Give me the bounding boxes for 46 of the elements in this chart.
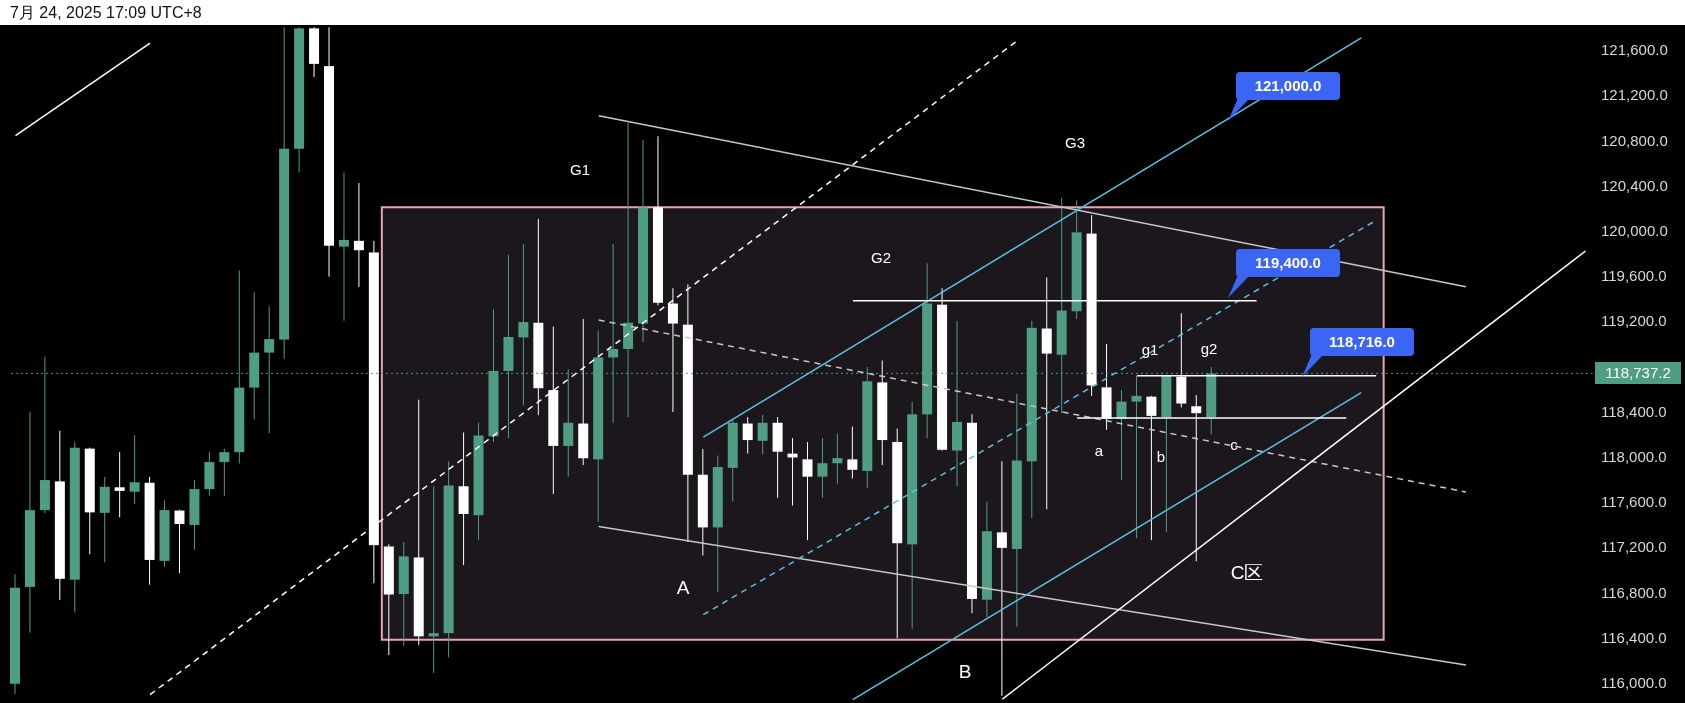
- candlestick: [802, 441, 813, 541]
- y-tick-label: 120,000.0: [1601, 221, 1668, 239]
- y-tick-label: 116,000.0: [1601, 673, 1667, 691]
- candlestick: [338, 172, 349, 322]
- y-tick-label: 121,200.0: [1601, 86, 1668, 104]
- candlestick: [114, 451, 125, 518]
- y-tick-label: 116,800.0: [1601, 583, 1667, 601]
- annotation: A: [676, 577, 690, 599]
- y-tick-label: 121,600.0: [1601, 41, 1668, 59]
- candlestick: [219, 448, 230, 497]
- candlestick: [428, 485, 439, 674]
- annotation: g2: [1200, 339, 1218, 357]
- candlestick: [996, 460, 1007, 697]
- annotation: a: [1094, 441, 1104, 459]
- annotation: B: [958, 661, 972, 683]
- annotation: g1: [1141, 340, 1159, 358]
- annotation: b: [1156, 447, 1166, 465]
- y-tick-label: 120,800.0: [1601, 131, 1668, 149]
- annotation: 121,000.0: [1236, 72, 1340, 100]
- annotation: G1: [569, 160, 591, 178]
- y-tick-label: 118,400.0: [1601, 402, 1667, 420]
- candlestick: [832, 433, 843, 485]
- y-tick-label: 117,600.0: [1601, 493, 1667, 511]
- candlestick: [1131, 375, 1142, 539]
- candlestick: [742, 416, 753, 455]
- y-tick-label: 116,400.0: [1601, 628, 1667, 646]
- candlestick: [129, 434, 140, 505]
- candlestick: [757, 414, 768, 455]
- candlestick: [174, 509, 185, 574]
- annotation: C区: [1230, 561, 1264, 585]
- candlestick: [847, 426, 858, 480]
- y-tick-label: 119,200.0: [1601, 312, 1667, 330]
- candlestick: [667, 287, 678, 413]
- y-tick-label: 117,200.0: [1601, 538, 1667, 556]
- annotation: 119,400.0: [1236, 249, 1340, 277]
- candlestick: [353, 182, 364, 288]
- y-tick-label: 120,400.0: [1601, 176, 1668, 194]
- annotation: G2: [870, 248, 892, 266]
- ref-line-label: 118,737.2: [1595, 362, 1681, 385]
- y-tick-label: 118,000.0: [1601, 447, 1667, 465]
- annotation: c: [1230, 435, 1238, 453]
- y-tick-label: 119,600.0: [1601, 267, 1667, 285]
- annotation: G3: [1064, 133, 1086, 151]
- chart-title: 7月 24, 2025 17:09 UTC+8: [0, 0, 1685, 25]
- annotation: 118,716.0: [1310, 327, 1414, 356]
- candlestick: [817, 437, 828, 499]
